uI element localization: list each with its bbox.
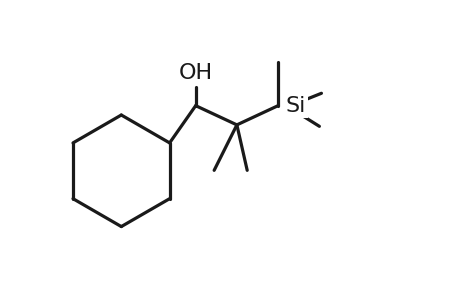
Text: Si: Si xyxy=(285,96,306,116)
Text: OH: OH xyxy=(179,63,213,83)
